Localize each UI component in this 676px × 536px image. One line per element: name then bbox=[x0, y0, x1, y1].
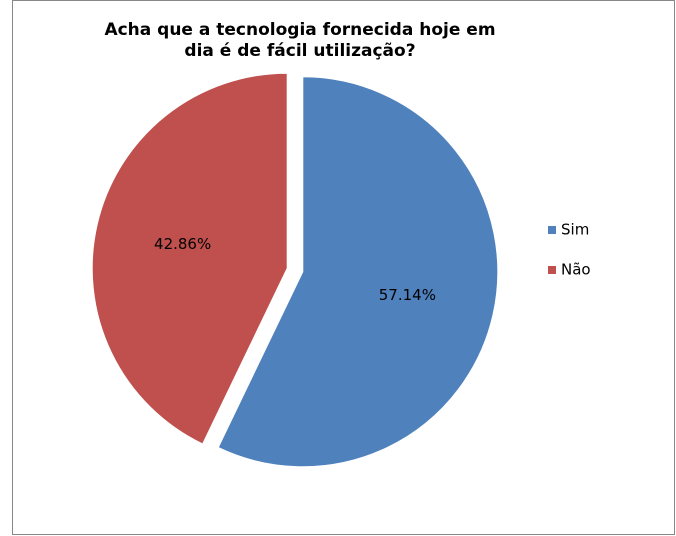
data-label: 57.14% bbox=[379, 286, 436, 304]
pie-slice bbox=[91, 72, 288, 445]
data-label: 42.86% bbox=[154, 235, 211, 253]
legend-label: Sim bbox=[561, 221, 589, 239]
pie-slice bbox=[217, 76, 499, 468]
chart-title: Acha que a tecnologia fornecida hoje em … bbox=[104, 20, 496, 61]
legend-swatch bbox=[548, 266, 556, 274]
legend-label: Não bbox=[561, 261, 591, 279]
legend-swatch bbox=[548, 226, 556, 234]
